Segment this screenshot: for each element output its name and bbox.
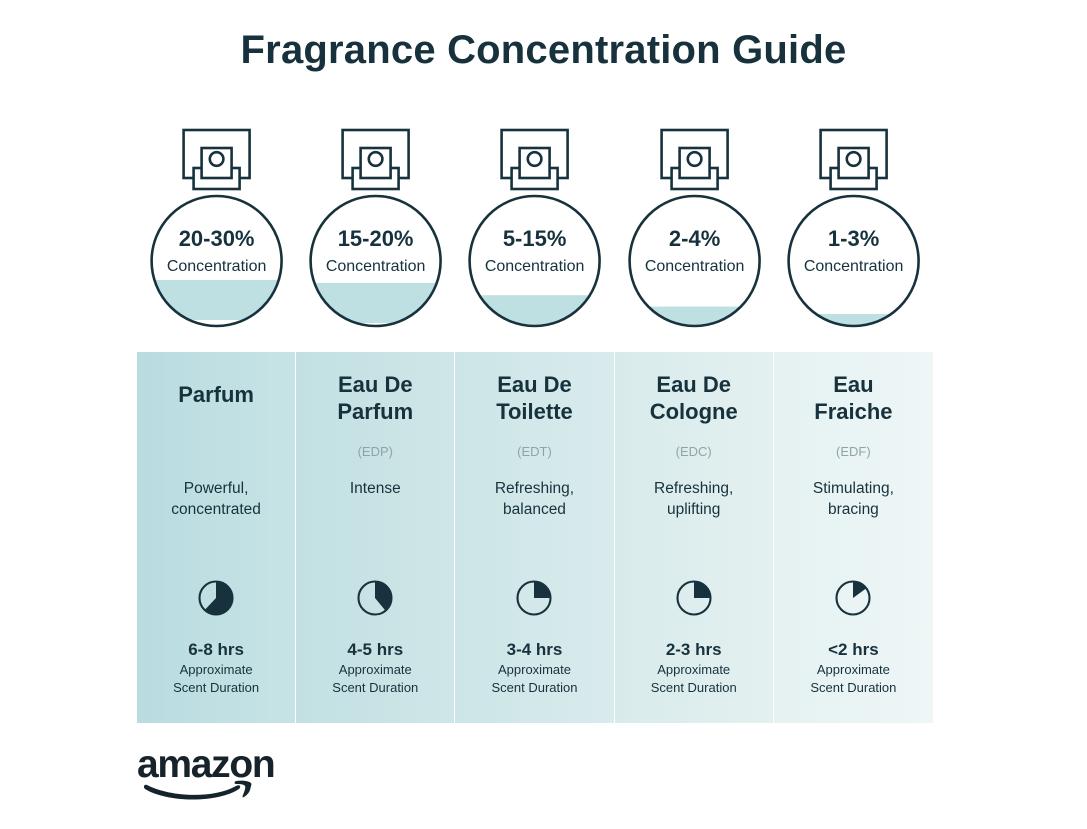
svg-text:amazon: amazon	[137, 743, 274, 786]
svg-text:Concentration: Concentration	[326, 258, 426, 275]
svg-text:Concentration: Concentration	[644, 258, 744, 275]
svg-text:Concentration: Concentration	[804, 258, 904, 275]
svg-text:1-3%: 1-3%	[828, 226, 879, 251]
svg-text:20-30%: 20-30%	[179, 226, 255, 251]
svg-text:5-15%: 5-15%	[503, 226, 567, 251]
svg-text:Concentration: Concentration	[485, 258, 585, 275]
svg-text:15-20%: 15-20%	[338, 226, 414, 251]
svg-text:Concentration: Concentration	[167, 258, 267, 275]
svg-text:2-4%: 2-4%	[669, 226, 720, 251]
